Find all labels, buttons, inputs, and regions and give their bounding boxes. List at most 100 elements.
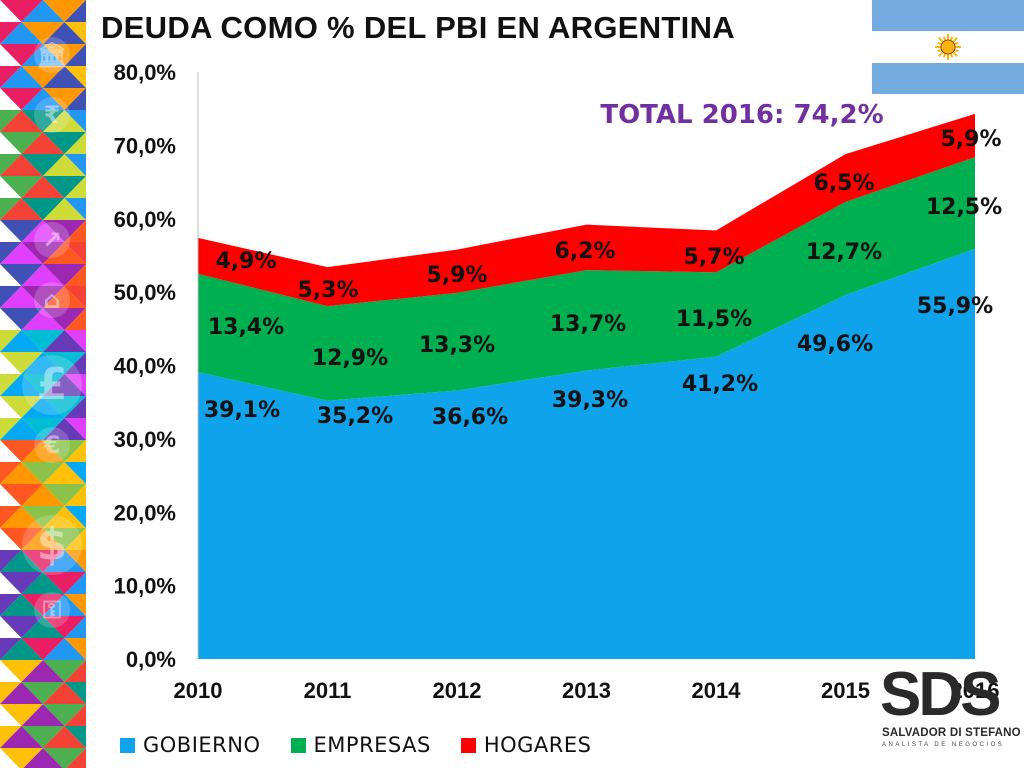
- pattern-triangle: [0, 660, 43, 682]
- pattern-triangle: [0, 176, 43, 198]
- pattern-triangle: [64, 198, 86, 220]
- pattern-triangle: [0, 528, 43, 550]
- rupee-icon: ₹: [34, 97, 70, 133]
- pattern-triangle: [64, 154, 86, 176]
- y-tick-label: 30,0%: [114, 427, 176, 452]
- x-tick-label: 2011: [304, 678, 352, 703]
- decorative-icon-strip: 🏛 ₹ ↗ ⌂ £ € $ ⚿: [0, 0, 86, 768]
- pattern-triangle: [43, 198, 86, 220]
- pattern-triangle: [0, 0, 43, 22]
- icon-glyph: 🏛: [37, 41, 67, 69]
- data-label-empresas: 12,5%: [926, 195, 1002, 220]
- pattern-triangle: [64, 66, 86, 88]
- pattern-triangle: [43, 374, 86, 396]
- pattern-triangle: [64, 638, 86, 660]
- pattern-triangle: [0, 506, 43, 528]
- legend-item-empresas: EMPRESAS: [290, 733, 431, 757]
- legend-label-hogares: HOGARES: [483, 733, 592, 757]
- pattern-triangle: [21, 616, 65, 638]
- pattern-triangle: [64, 660, 86, 682]
- area-empresas: [198, 157, 975, 401]
- sun-ray: [952, 51, 958, 57]
- y-tick-label: 10,0%: [114, 574, 176, 599]
- pattern-triangle: [64, 506, 86, 528]
- data-label-empresas: 13,4%: [208, 315, 284, 340]
- pattern-triangle: [0, 616, 43, 638]
- pattern-triangle: [0, 374, 43, 396]
- pattern-triangle: [0, 704, 43, 726]
- pattern-triangle: [43, 704, 86, 726]
- data-label-gobierno: 35,2%: [317, 404, 393, 429]
- data-label-empresas: 12,9%: [312, 346, 388, 371]
- pattern-triangle: [0, 110, 43, 132]
- pattern-triangle: [21, 396, 65, 418]
- icon-glyph: ↗: [42, 226, 62, 254]
- pattern-triangle: [0, 726, 43, 748]
- chart-legend: GOBIERNO EMPRESAS HOGARES: [120, 733, 592, 757]
- logo-letters: SDS: [880, 660, 1001, 729]
- pattern-triangle: [43, 616, 86, 638]
- pattern-triangle: [64, 44, 86, 66]
- area-gobierno: [198, 248, 975, 660]
- pattern-triangle: [21, 440, 65, 462]
- pattern-triangle: [0, 396, 43, 418]
- pattern-triangle: [0, 484, 43, 506]
- pattern-triangle: [43, 418, 86, 440]
- icon-backdrop: [22, 355, 82, 415]
- legend-label-empresas: EMPRESAS: [313, 733, 431, 757]
- pattern-triangle: [21, 374, 65, 396]
- pattern-triangle: [64, 22, 86, 44]
- icon-glyph: €: [43, 431, 61, 459]
- pattern-triangle: [21, 176, 65, 198]
- pattern-triangle: [21, 594, 65, 616]
- pattern-triangle: [0, 264, 43, 286]
- pattern-triangle: [21, 660, 65, 682]
- argentina-flag-icon: [872, 0, 1024, 94]
- lock-icon: ⚿: [34, 592, 70, 628]
- pattern-triangle: [21, 286, 65, 308]
- pattern-triangle: [21, 154, 65, 176]
- legend-swatch-gobierno: [120, 737, 135, 753]
- pattern-triangle: [0, 550, 43, 572]
- pattern-triangle: [64, 726, 86, 748]
- sun-ray: [949, 36, 954, 41]
- pattern-triangle: [64, 220, 86, 242]
- pattern-triangle: [64, 550, 86, 572]
- pattern-triangle: [64, 616, 86, 638]
- pattern-triangle: [43, 154, 86, 176]
- pattern-triangle: [64, 396, 86, 418]
- chart-up-icon: ↗: [34, 222, 70, 258]
- pattern-triangle: [0, 462, 43, 484]
- sds-logo: SDS SALVADOR DI STEFANO ANALISTA DE NEGO…: [880, 660, 1021, 764]
- pattern-triangle: [21, 132, 65, 154]
- pattern-triangle: [64, 110, 86, 132]
- pattern-triangle: [43, 528, 86, 550]
- pattern-triangle: [64, 242, 86, 264]
- pattern-triangle: [0, 638, 43, 660]
- sun-ray: [937, 41, 942, 46]
- data-label-empresas: 11,5%: [676, 307, 752, 332]
- pattern-triangle: [43, 132, 86, 154]
- pattern-triangle: [0, 352, 43, 374]
- pattern-triangle: [43, 242, 86, 264]
- pattern-triangle: [21, 352, 65, 374]
- pattern-triangle: [64, 704, 86, 726]
- pattern-triangle: [0, 220, 43, 242]
- pattern-triangle: [43, 330, 86, 352]
- pattern-triangle: [43, 550, 86, 572]
- pattern-triangle: [43, 396, 86, 418]
- pattern-triangle: [0, 440, 43, 462]
- data-label-hogares: 5,9%: [426, 263, 487, 288]
- pattern-triangle: [21, 682, 65, 704]
- sun-ray: [949, 53, 954, 58]
- data-label-hogares: 6,5%: [813, 171, 874, 196]
- pattern-triangle: [64, 176, 86, 198]
- pattern-triangle: [21, 308, 65, 330]
- pattern-triangle: [21, 550, 65, 572]
- pattern-triangle: [64, 462, 86, 484]
- legend-label-gobierno: GOBIERNO: [143, 733, 261, 757]
- pattern-triangle: [64, 132, 86, 154]
- x-tick-label: 2015: [821, 678, 870, 703]
- pattern-triangle: [21, 22, 65, 44]
- pattern-triangle: [64, 308, 86, 330]
